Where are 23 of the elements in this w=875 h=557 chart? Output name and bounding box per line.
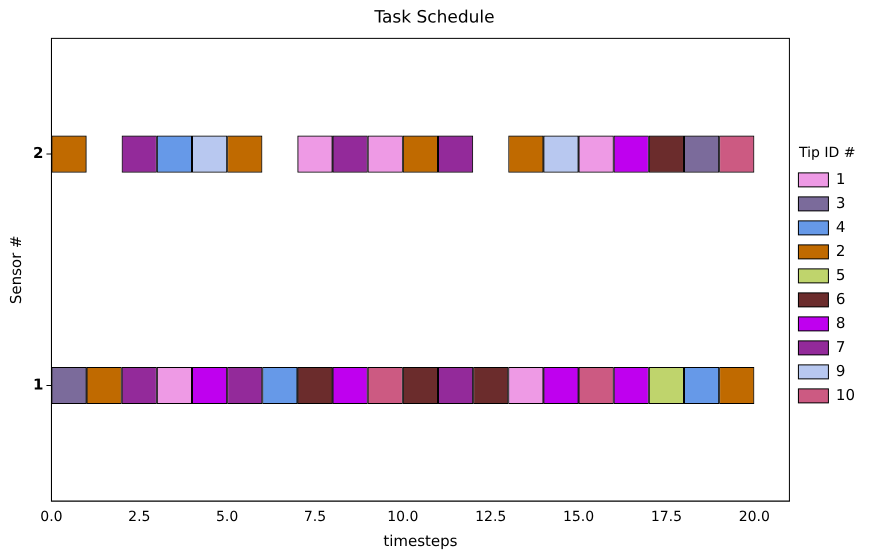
legend-label: 5 [836,266,846,284]
legend-label: 8 [836,314,846,332]
legend-label: 10 [836,386,856,404]
x-tick-label: 7.5 [304,509,326,526]
legend-label: 3 [836,194,846,212]
x-tick-label: 15.0 [562,509,594,526]
legend-label: 7 [836,338,846,356]
x-tick-label: 5.0 [216,509,238,526]
legend-label: 4 [836,218,846,236]
legend-label: 6 [836,290,846,308]
x-tick-label: 17.5 [650,509,682,526]
x-tick-label: 12.5 [475,509,506,526]
legend-label: 9 [836,362,846,380]
x-axis-title: timesteps [383,532,458,550]
x-tick-label: 10.0 [387,509,418,526]
chart-title: Task Schedule [373,8,495,28]
legend-label: 2 [836,242,846,260]
legend-label: 1 [836,170,846,188]
y-axis-title: Sensor # [6,235,25,304]
x-tick-label: 2.5 [128,509,150,526]
legend-title: Tip ID # [798,145,856,162]
x-tick-label: 20.0 [738,509,770,526]
x-tick-label: 0.0 [40,509,63,526]
